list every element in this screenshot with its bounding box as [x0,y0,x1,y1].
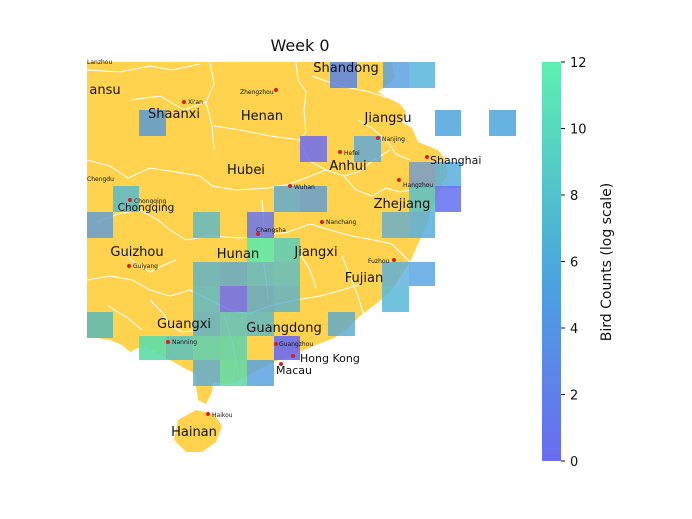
city-label-nanning: Nanning [172,339,197,346]
city-label-guiyang: Guiyang [133,263,158,270]
province-label-hubei: Hubei [227,163,265,178]
hainan-island [174,410,222,452]
colorbar-ticks: 0 2 4 6 8 10 12 [561,56,587,470]
colorbar-tick-label: 0 [570,455,578,470]
city-label-zhengzhou: Zhengzhou [240,89,274,96]
colorbar-tick-label: 2 [570,389,578,404]
province-label-ansu: ansu [89,83,120,98]
province-label-anhui: Anhui [329,159,366,174]
province-label-guizhou: Guizhou [110,245,163,260]
province-label-jiangxi: Jiangxi [293,245,337,260]
city-label-hangzhou: Hangzhou [403,182,433,189]
province-label-hainan: Hainan [171,425,217,440]
colorbar-gradient [542,62,561,461]
colorbar-tick-label: 10 [570,123,587,138]
province-label-guangxi: Guangxi [157,317,211,332]
province-label-fujian: Fujian [345,271,383,286]
colorbar-tick-label: 8 [570,189,578,204]
city-label-chongqing: Chongqing [134,198,167,205]
map-title: Week 0 [270,36,330,55]
province-label-shaanxi: Shaanxi [148,107,200,122]
colorbar-tick-label: 12 [570,56,587,71]
city-label-wuhan: Wuhan [294,184,315,191]
city-label-haikou: Haikou [212,412,233,419]
province-label-zhejiang: Zhejiang [374,197,431,212]
city-label-xi-an: Xi'an [188,99,203,106]
map-labels: Shandong ansu Shaanxi Henan Jiangsu Anhui Hube… [87,59,481,440]
city-label-hefei: Hefei [344,150,360,157]
city-label-chengdu: Chengdu [87,176,114,183]
province-label-chongqing: Chongqing [118,202,175,214]
city-label-fuzhou: Fuzhou [368,258,390,265]
city-label-shanghai: Shanghai [430,154,481,167]
bird-count-grid [87,62,516,386]
province-label-jiangsu: Jiangsu [364,111,412,126]
city-dots [127,88,429,416]
city-label-guangzhou: Guangzhou [279,341,313,348]
province-label-guangdong: Guangdong [246,321,321,336]
city-label-nanchang: Nanchang [326,219,357,226]
city-label-changsha: Changsha [256,227,286,234]
city-label-hong-kong: Hong Kong [300,352,360,365]
city-label-nanjing: Nanjing [382,136,405,143]
province-label-henan: Henan [241,109,283,124]
colorbar-tick-label: 6 [570,256,578,271]
province-label-shandong: Shandong [313,61,378,76]
colorbar-tick-label: 4 [570,322,578,337]
colorbar-label: Bird Counts (log scale) [599,183,615,341]
city-label-lanzhou: Lanzhou [87,59,112,66]
city-label-macau: Macau [276,364,312,377]
province-label-hunan: Hunan [217,247,259,262]
colorbar: 0 2 4 6 8 10 12 Bird Counts (log scale) [542,56,615,470]
